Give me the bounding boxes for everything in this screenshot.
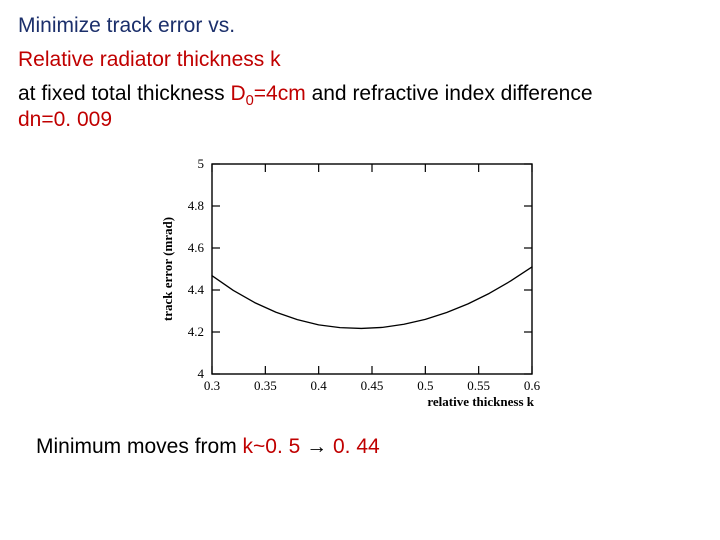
subtitle: Relative radiator thickness k — [18, 48, 702, 72]
y-axis-title: track error (mrad) — [160, 217, 175, 321]
footer-k: k~0. 5 — [243, 435, 301, 458]
xtick-label: 0.55 — [467, 378, 490, 393]
xtick-label: 0.6 — [524, 378, 541, 393]
chart-container: 0.3 0.35 0.4 0.45 0.5 0.55 0.6 4 4.2 4.4 4.6 4.8 5 re… — [18, 146, 702, 421]
plot-frame — [212, 164, 532, 374]
xtick-label: 0.35 — [254, 378, 277, 393]
ytick-label: 4.6 — [188, 240, 205, 255]
ytick-label: 4.8 — [188, 198, 204, 213]
param-line-2: dn=0. 009 — [18, 108, 702, 132]
d0-subscript: 0 — [246, 93, 254, 109]
line3-rest: and refractive index difference — [306, 82, 593, 105]
d0-value: =4cm — [254, 82, 306, 105]
footer-arrow: → — [300, 435, 333, 458]
param-line-1: at fixed total thickness D0=4cm and refr… — [18, 82, 702, 106]
ytick-label: 5 — [198, 156, 205, 171]
line3-prefix: at fixed total thickness — [18, 82, 230, 105]
ytick-label: 4.2 — [188, 324, 204, 339]
xtick-label: 0.3 — [204, 378, 220, 393]
xtick-label: 0.5 — [417, 378, 433, 393]
ytick-label: 4.4 — [188, 282, 205, 297]
curve — [212, 267, 532, 329]
footer-note: Minimum moves from k~0. 5 → 0. 44 — [18, 435, 702, 459]
x-axis-title: relative thickness k — [427, 394, 534, 409]
d0-symbol: D — [230, 82, 245, 105]
footer-pre: Minimum moves from — [36, 435, 243, 458]
ytick-label: 4 — [198, 366, 205, 381]
xtick-label: 0.4 — [311, 378, 328, 393]
track-error-chart: 0.3 0.35 0.4 0.45 0.5 0.55 0.6 4 4.2 4.4 4.6 4.8 5 re… — [150, 146, 570, 416]
xtick-label: 0.45 — [361, 378, 384, 393]
footer-val: 0. 44 — [333, 435, 380, 458]
dn-value: dn=0. 009 — [18, 108, 112, 131]
slide: Minimize track error vs. Relative radiat… — [0, 0, 720, 540]
title: Minimize track error vs. — [18, 14, 702, 38]
